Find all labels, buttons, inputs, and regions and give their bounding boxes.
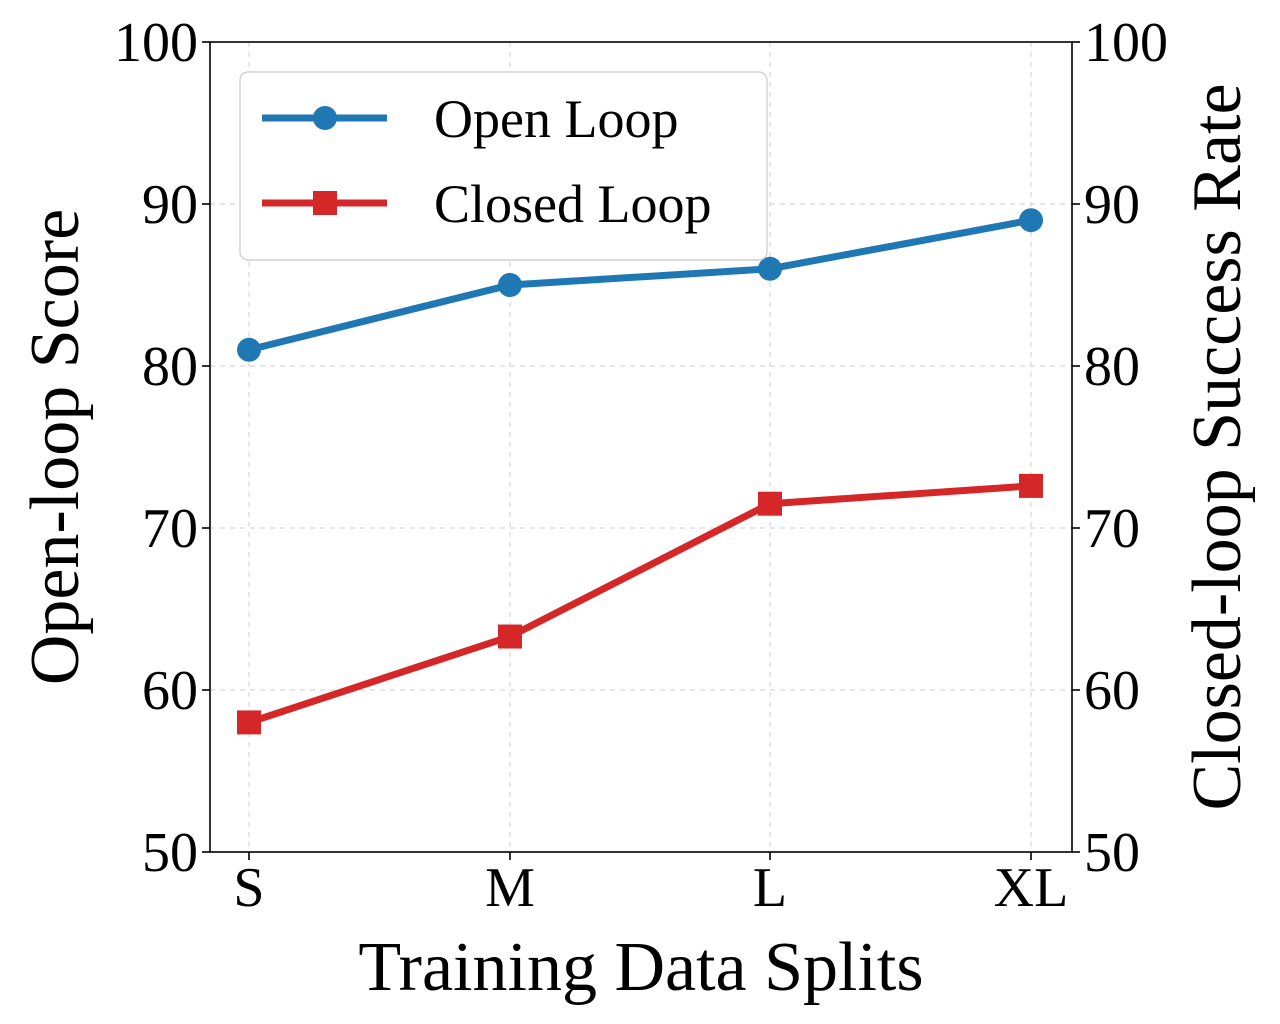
right-y-tick-label: 70: [1084, 498, 1140, 560]
open-loop-marker: [1019, 208, 1043, 233]
open-loop-marker: [758, 256, 782, 281]
legend-open-loop-label: Open Loop: [434, 89, 678, 149]
closed-loop-marker: [1019, 473, 1043, 498]
right-y-tick-label: 80: [1084, 336, 1140, 398]
closed-loop-marker: [237, 710, 261, 735]
legend-open-loop-marker: [313, 106, 337, 130]
open-loop-marker: [237, 337, 261, 362]
closed-loop-marker: [758, 491, 782, 516]
right-y-tick-label: 50: [1084, 822, 1140, 884]
legend-closed-loop-label: Closed Loop: [434, 174, 712, 234]
legend-closed-loop-marker: [313, 191, 337, 215]
open-loop-line: [245, 216, 1035, 354]
legend: Open Loop Closed Loop: [239, 71, 768, 261]
left-y-tick-label: 100: [114, 12, 198, 74]
right-y-axis-title: Closed-loop Success Rate: [1179, 83, 1256, 810]
left-y-tick-label: 90: [142, 174, 198, 236]
closed-loop-line: [245, 482, 1035, 726]
plot-frame: [209, 41, 1073, 853]
closed-loop-marker: [498, 624, 522, 649]
series-layer: [237, 208, 1043, 735]
x-tick-label: L: [753, 857, 787, 919]
right-y-tick-label: 60: [1084, 660, 1140, 722]
left-y-tick-label: 50: [142, 822, 198, 884]
left-y-tick-label: 70: [142, 498, 198, 560]
open-loop-marker: [498, 273, 522, 297]
x-axis-title: Training Data Splits: [358, 929, 923, 1006]
x-tick-label: M: [485, 857, 535, 919]
right-y-tick-label: 100: [1084, 12, 1168, 74]
right-y-tick-label: 90: [1084, 174, 1140, 236]
x-tick-label: S: [233, 857, 264, 919]
left-y-axis-title: Open-loop Score: [17, 209, 94, 685]
left-y-tick-label: 60: [142, 660, 198, 722]
x-tick-label: XL: [994, 857, 1069, 919]
left-y-tick-label: 80: [142, 336, 198, 398]
